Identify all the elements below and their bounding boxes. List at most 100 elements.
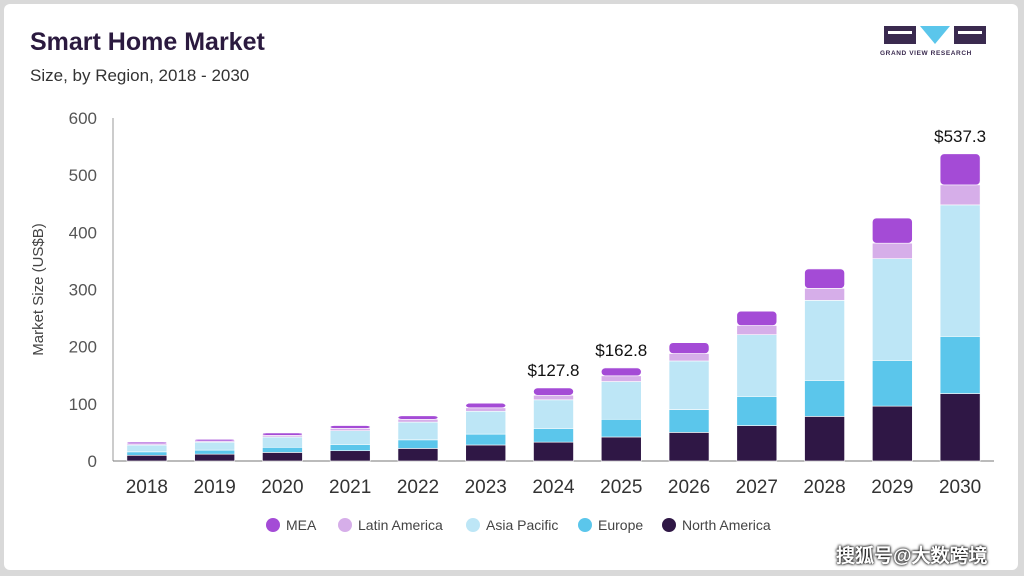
bar-mea-2030	[939, 153, 981, 186]
legend-swatch-europe	[578, 518, 592, 532]
y-tick-label: 100	[69, 395, 97, 414]
bar-asia-pacific-2018	[126, 444, 168, 453]
bar-mea-2018	[126, 441, 168, 445]
bar-europe-2026	[668, 409, 710, 433]
x-tick-label: 2021	[329, 477, 371, 498]
bar-north-america-2018	[126, 454, 168, 462]
legend-swatch-north-america	[662, 518, 676, 532]
bar-north-america-2025	[600, 436, 642, 462]
bar-europe-2028	[804, 380, 845, 417]
legend-label-north-america: North America	[682, 517, 771, 533]
data-label-2025: $162.8	[595, 341, 647, 360]
logo-text: GRAND VIEW RESEARCH	[880, 50, 972, 57]
bar-europe-2020	[262, 446, 303, 453]
bar-asia-pacific-2028	[804, 300, 845, 381]
x-tick-label: 2026	[668, 477, 710, 498]
x-tick-label: 2022	[397, 477, 439, 498]
bar-asia-pacific-2029	[872, 258, 913, 361]
bar-mea-2028	[804, 268, 845, 289]
bar-latin-america-2028	[804, 288, 845, 301]
bar-latin-america-2021	[329, 428, 371, 432]
bar-europe-2029	[872, 360, 913, 407]
data-label-2024: $127.8	[528, 361, 580, 380]
x-tick-label: 2018	[126, 477, 168, 498]
bar-mea-2023	[465, 402, 507, 409]
bar-mea-2029	[872, 217, 913, 244]
bar-north-america-2023	[465, 444, 507, 462]
bar-europe-2030	[939, 336, 981, 394]
y-tick-label: 400	[69, 223, 97, 242]
bar-mea-2024	[533, 387, 574, 396]
legend-swatch-latin-america	[338, 518, 352, 532]
bar-asia-pacific-2019	[194, 441, 235, 451]
bar-asia-pacific-2026	[668, 360, 710, 410]
chart-card: Smart Home Market Size, by Region, 2018 …	[4, 4, 1018, 570]
bar-north-america-2021	[329, 450, 371, 462]
bar-north-america-2020	[262, 452, 303, 462]
y-tick-label: 500	[69, 166, 97, 185]
bar-asia-pacific-2022	[397, 421, 439, 441]
legend-swatch-mea	[266, 518, 280, 532]
bar-mea-2022	[397, 415, 439, 420]
bar-europe-2027	[736, 396, 778, 426]
bar-asia-pacific-2021	[329, 430, 371, 445]
bar-north-america-2029	[872, 405, 913, 462]
bar-europe-2018	[126, 451, 168, 456]
y-axis-label: Market Size (US$B)	[30, 223, 47, 356]
bar-asia-pacific-2025	[600, 381, 642, 420]
legend-swatch-asia-pacific	[466, 518, 480, 532]
x-tick-label: 2025	[600, 477, 642, 498]
bar-north-america-2028	[804, 416, 845, 462]
x-tick-label: 2019	[194, 477, 236, 498]
bar-latin-america-2023	[465, 407, 507, 412]
chart-title: Smart Home Market	[30, 28, 265, 56]
bar-asia-pacific-2024	[533, 399, 574, 429]
bar-europe-2022	[397, 439, 439, 449]
bar-europe-2021	[329, 444, 371, 452]
bar-mea-2019	[194, 438, 235, 442]
x-tick-label: 2023	[465, 477, 507, 498]
x-tick-label: 2027	[736, 477, 778, 498]
bar-latin-america-2025	[600, 375, 642, 382]
bar-europe-2023	[465, 433, 507, 446]
watermark: 搜狐号@大数跨境	[836, 546, 988, 567]
bar-asia-pacific-2023	[465, 410, 507, 435]
legend-label-europe: Europe	[598, 517, 643, 533]
bar-europe-2019	[194, 449, 235, 455]
bar-asia-pacific-2027	[736, 334, 778, 397]
bar-mea-2025	[600, 367, 642, 377]
bar-north-america-2019	[194, 453, 235, 462]
bar-asia-pacific-2020	[262, 436, 303, 448]
bar-asia-pacific-2030	[939, 204, 981, 337]
bar-north-america-2027	[736, 425, 778, 462]
bar-north-america-2030	[939, 393, 981, 462]
chart-subtitle: Size, by Region, 2018 - 2030	[30, 66, 250, 85]
x-tick-label: 2024	[532, 477, 575, 498]
bar-mea-2020	[262, 432, 303, 436]
x-tick-label: 2030	[939, 477, 981, 498]
bar-latin-america-2030	[939, 184, 981, 206]
y-tick-label: 200	[69, 338, 97, 357]
legend-label-mea: MEA	[286, 517, 317, 533]
bar-latin-america-2022	[397, 418, 439, 423]
x-tick-label: 2020	[261, 477, 303, 498]
bar-latin-america-2026	[668, 353, 710, 362]
legend-label-latin-america: Latin America	[358, 517, 443, 533]
y-tick-label: 600	[69, 109, 97, 128]
bar-north-america-2022	[397, 448, 439, 462]
x-tick-label: 2029	[871, 477, 913, 498]
bar-latin-america-2024	[533, 394, 574, 401]
bar-north-america-2026	[668, 432, 710, 462]
bar-europe-2024	[533, 428, 574, 443]
bar-mea-2027	[736, 310, 778, 326]
bar-europe-2025	[600, 418, 642, 438]
grand-view-research-logo	[884, 26, 986, 44]
bar-north-america-2024	[533, 441, 574, 462]
y-tick-label: 0	[88, 452, 97, 471]
bar-mea-2026	[668, 342, 710, 354]
bar-latin-america-2029	[872, 242, 913, 259]
data-label-2030: $537.3	[934, 127, 986, 146]
bar-latin-america-2027	[736, 325, 778, 335]
bar-mea-2021	[329, 425, 371, 429]
